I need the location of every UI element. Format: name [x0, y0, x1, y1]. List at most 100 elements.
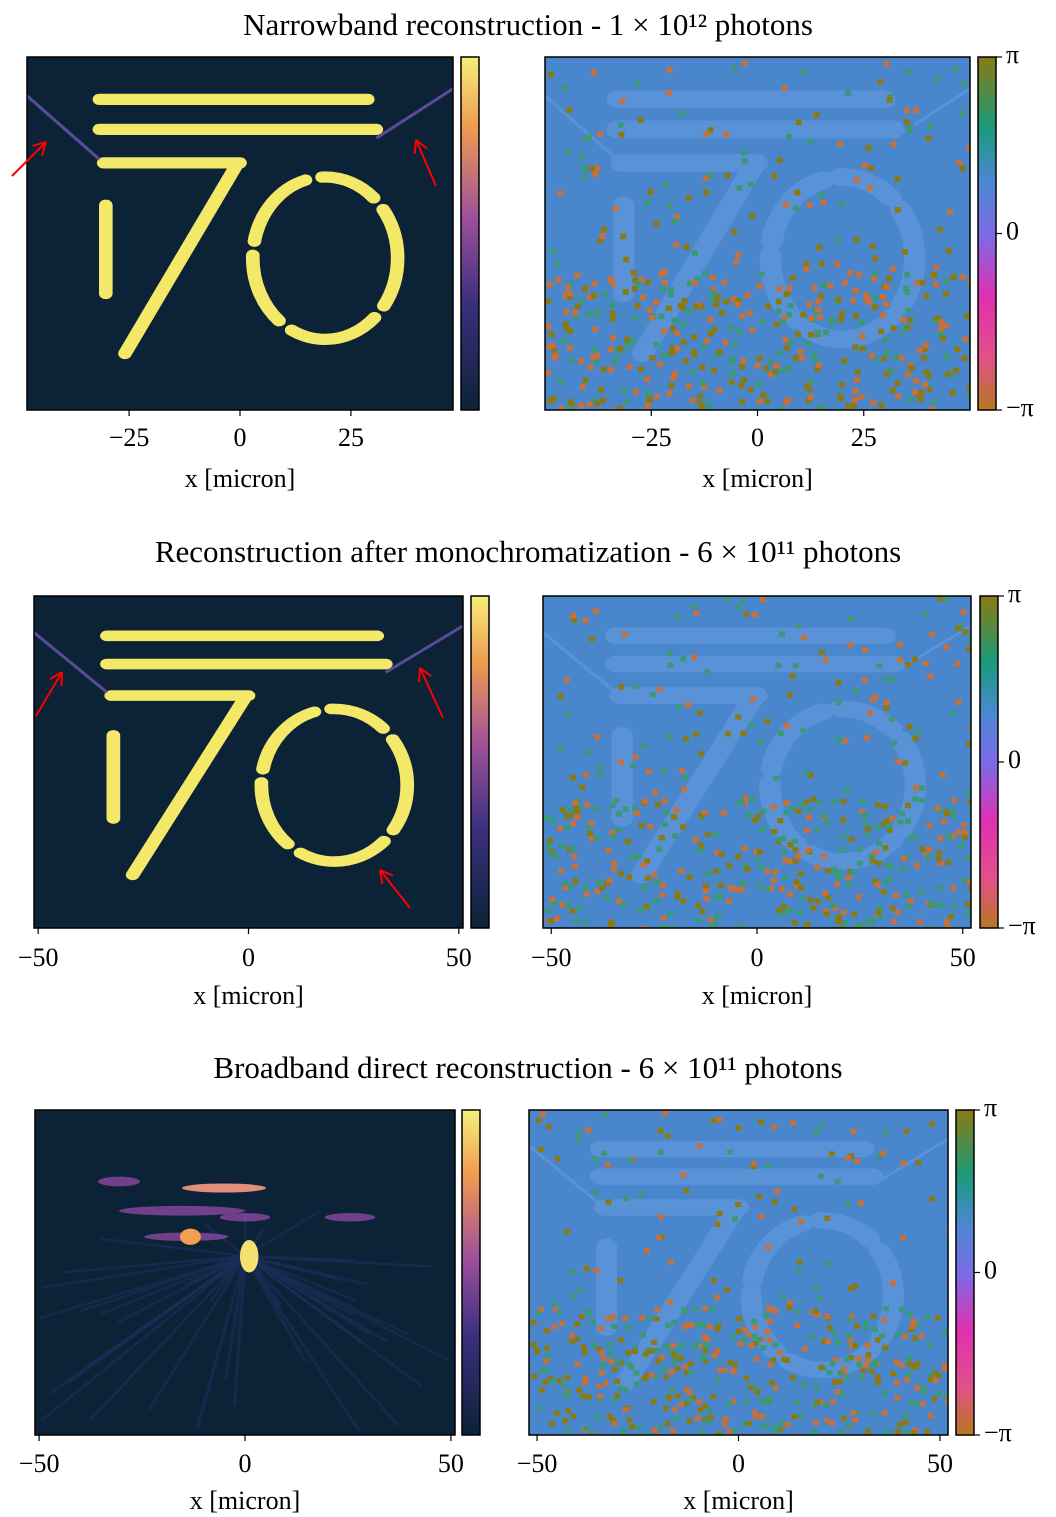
noise-pixel [681, 1324, 688, 1330]
noise-pixel [797, 348, 804, 355]
noise-pixel [626, 1417, 633, 1423]
noise-pixel [663, 1343, 670, 1349]
noise-pixel [792, 205, 799, 212]
noise-pixel [693, 731, 700, 737]
noise-pixel [764, 1328, 771, 1334]
noise-pixel [722, 339, 729, 346]
noise-pixel [598, 1370, 605, 1376]
noise-pixel [802, 1346, 809, 1352]
noise-pixel [706, 1408, 713, 1414]
noise-pixel [967, 637, 971, 644]
noise-pixel [792, 663, 799, 669]
noise-pixel [572, 878, 579, 884]
noise-pixel [968, 336, 970, 343]
noise-pixel [738, 923, 745, 928]
noise-pixel [582, 617, 589, 624]
noise-pixel [679, 110, 686, 117]
noise-pixel [763, 1313, 769, 1319]
noise-pixel [850, 1410, 857, 1416]
noise-pixel [929, 1121, 936, 1127]
noise-pixel [703, 896, 710, 902]
noise-pixel [847, 1337, 854, 1343]
noise-pixel [606, 1413, 613, 1420]
noise-pixel [865, 917, 872, 924]
noise-pixel [847, 1317, 854, 1323]
noise-pixel [716, 387, 723, 394]
noise-pixel [923, 293, 930, 299]
noise-pixel [669, 1386, 676, 1393]
noise-pixel [803, 266, 810, 272]
noise-pixel [843, 1356, 850, 1363]
noise-pixel [714, 849, 721, 856]
logo-ring [759, 168, 926, 349]
noise-pixel [542, 1379, 549, 1385]
noise-pixel [703, 131, 710, 138]
noise-pixel [678, 868, 685, 874]
noise-pixel [840, 1415, 847, 1422]
noise-pixel [794, 189, 801, 196]
noise-pixel [944, 1393, 948, 1399]
noise-pixel [843, 1374, 850, 1381]
noise-pixel [924, 1429, 930, 1435]
noise-pixel [685, 1322, 692, 1328]
noise-pixel [780, 1294, 787, 1300]
noise-pixel [876, 840, 883, 846]
noise-pixel [922, 610, 929, 617]
noise-pixel [629, 339, 636, 345]
annotation-arrow [41, 141, 47, 156]
noise-pixel [645, 768, 652, 775]
noise-pixel [845, 1422, 852, 1428]
noise-pixel [712, 831, 719, 838]
noise-pixel [901, 1333, 908, 1339]
noise-pixel [546, 850, 553, 856]
noise-pixel [715, 1431, 722, 1435]
noise-pixel [586, 1394, 592, 1400]
noise-pixel [872, 849, 879, 855]
noise-pixel [853, 177, 860, 183]
noise-pixel [883, 301, 890, 308]
noise-pixel [894, 1380, 900, 1386]
noise-pixel [764, 718, 771, 725]
noise-pixel [597, 1396, 603, 1402]
noise-pixel [853, 236, 860, 243]
noise-pixel [895, 393, 902, 400]
noise-pixel [616, 405, 623, 410]
noise-pixel [666, 390, 673, 397]
noise-pixel [894, 380, 901, 386]
noise-pixel [836, 1379, 843, 1385]
noise-pixel [570, 820, 577, 827]
noise-pixel [598, 386, 605, 393]
noise-pixel [738, 382, 745, 389]
noise-pixel [850, 1128, 857, 1134]
noise-pixel [609, 335, 616, 341]
noise-pixel [933, 264, 940, 271]
noise-pixel [696, 1399, 703, 1405]
chart-title: Broadband direct reconstruction - 6 × 10… [213, 1050, 842, 1085]
noise-pixel [868, 165, 875, 172]
noise-pixel [735, 1328, 742, 1334]
noise-pixel [557, 693, 564, 700]
noise-pixel [707, 330, 714, 336]
noise-pixel [856, 860, 863, 866]
annotation-arrow [11, 141, 47, 177]
noise-pixel [582, 884, 589, 890]
noise-pixel [764, 1423, 770, 1429]
noise-pixel [661, 328, 668, 334]
blob [239, 1240, 259, 1273]
noise-pixel [579, 1393, 586, 1399]
x-tick-label: 50 [950, 943, 976, 972]
noise-pixel [670, 1428, 676, 1434]
noise-pixel [796, 1259, 803, 1265]
noise-pixel [786, 285, 793, 292]
noise-pixel [786, 1300, 793, 1306]
noise-pixel [868, 352, 875, 359]
noise-pixel [829, 1361, 836, 1367]
noise-pixel [880, 1150, 887, 1157]
noise-pixel [856, 271, 863, 278]
noise-pixel [553, 1410, 560, 1416]
noise-pixel [913, 377, 920, 384]
noise-pixel [594, 352, 601, 359]
noise-pixel [670, 1319, 677, 1325]
blob [219, 1213, 271, 1222]
noise-pixel [881, 355, 888, 362]
